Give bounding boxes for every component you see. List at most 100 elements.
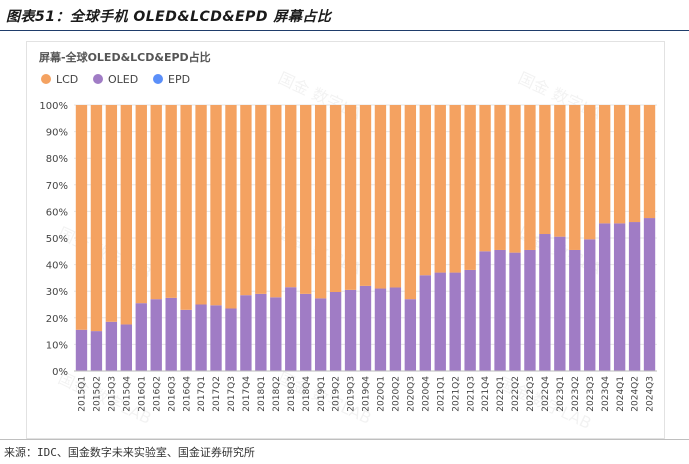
- x-tick-label: 2016Q4: [182, 376, 192, 412]
- bar-lcd: [449, 105, 461, 273]
- y-tick-label: 50%: [46, 234, 68, 245]
- x-tick-label: 2019Q1: [317, 376, 327, 412]
- bar-oled: [359, 285, 372, 371]
- bar-oled: [195, 304, 207, 371]
- bar-oled: [643, 218, 656, 371]
- bar-lcd: [479, 105, 491, 252]
- bar-oled: [165, 297, 177, 371]
- bar-lcd: [464, 105, 476, 270]
- bar-oled: [240, 295, 252, 371]
- x-tick-label: 2022Q4: [541, 376, 551, 412]
- x-tick-label: 2024Q1: [616, 376, 626, 412]
- bar-oled: [479, 251, 491, 371]
- legend-label-oled: OLED: [108, 73, 138, 86]
- x-tick-label: 2019Q4: [362, 376, 372, 412]
- x-tick-label: 2023Q2: [571, 376, 581, 412]
- bar-lcd: [120, 105, 133, 325]
- bar-oled: [449, 272, 461, 371]
- y-tick-label: 10%: [46, 340, 68, 351]
- x-tick-label: 2016Q3: [167, 376, 177, 412]
- x-tick-label: 2021Q2: [451, 376, 461, 412]
- x-tick-label: 2023Q3: [586, 376, 596, 412]
- bar-lcd: [554, 105, 566, 237]
- legend-marker-oled: [93, 74, 103, 84]
- bar-oled: [569, 249, 581, 371]
- x-tick-label: 2016Q2: [152, 376, 162, 412]
- bar-oled: [90, 331, 103, 371]
- bar-oled: [225, 308, 237, 371]
- bar-lcd: [494, 105, 506, 250]
- bar-lcd: [180, 105, 192, 310]
- bar-oled: [210, 305, 222, 371]
- bar-lcd: [419, 105, 431, 276]
- bar-lcd: [598, 105, 611, 224]
- bar-lcd: [569, 105, 581, 250]
- legend-label-lcd: LCD: [56, 73, 78, 86]
- bar-lcd: [135, 105, 147, 304]
- bar-lcd: [359, 105, 372, 286]
- bar-lcd: [150, 105, 162, 300]
- bar-lcd: [285, 105, 297, 288]
- bar-lcd: [434, 105, 446, 273]
- bar-oled: [255, 293, 267, 371]
- x-tick-label: 2019Q2: [332, 376, 342, 412]
- x-tick-label: 2022Q3: [526, 376, 536, 412]
- x-tick-label: 2020Q1: [377, 376, 387, 412]
- bar-oled: [554, 236, 566, 371]
- bottom-rule: [0, 439, 689, 440]
- x-tick-label: 2023Q4: [601, 376, 611, 412]
- y-tick-label: 70%: [46, 181, 68, 192]
- x-tick-label: 2015Q2: [93, 376, 103, 412]
- bar-oled: [150, 299, 162, 371]
- bar-oled: [285, 287, 297, 371]
- bar-lcd: [195, 105, 207, 305]
- x-tick-label: 2022Q1: [496, 376, 506, 412]
- x-tick-label: 2021Q3: [466, 376, 476, 412]
- x-tick-label: 2024Q2: [631, 376, 641, 412]
- x-axis: 2015Q1 2015Q2 2015Q3 2015Q4 2016Q1 2016Q2 2016…: [74, 370, 657, 412]
- y-tick-label: 0%: [52, 367, 68, 378]
- y-tick-label: 80%: [46, 154, 68, 165]
- bar-lcd: [105, 105, 118, 322]
- x-tick-label: 2017Q1: [197, 376, 207, 412]
- bar-oled: [344, 289, 357, 371]
- bar-oled: [584, 239, 596, 371]
- bar-oled: [464, 269, 476, 371]
- bar-oled: [135, 303, 147, 371]
- x-tick-label: 2015Q3: [108, 376, 118, 412]
- bar-oled: [524, 249, 536, 371]
- bar-oled: [419, 275, 431, 371]
- bar-oled: [628, 222, 641, 371]
- y-tick-label: 20%: [46, 314, 68, 325]
- bar-lcd: [389, 105, 402, 288]
- bar-oled: [374, 288, 387, 371]
- figure-title: 图表51：全球手机 OLED&LCD&EPD 屏幕占比: [6, 9, 332, 25]
- x-tick-label: 2017Q4: [242, 376, 252, 412]
- bars: [75, 105, 656, 371]
- x-tick-label: 2022Q2: [511, 376, 521, 412]
- chart-container: 屏幕-全球OLED&LCD&EPD占比 LCD OLED EPD 国金 数字LAB 国…: [26, 41, 665, 439]
- bar-lcd: [344, 105, 357, 290]
- bar-oled: [598, 223, 611, 371]
- x-tick-label: 2020Q2: [392, 376, 402, 412]
- bar-oled: [300, 293, 312, 371]
- x-tick-label: 2017Q2: [212, 376, 222, 412]
- bar-lcd: [225, 105, 237, 309]
- bar-lcd: [404, 105, 417, 300]
- x-tick-label: 2019Q3: [347, 376, 357, 412]
- bar-lcd: [90, 105, 103, 332]
- x-tick-label: 2015Q4: [122, 376, 132, 412]
- x-tick-label: 2023Q1: [556, 376, 566, 412]
- source-note: 来源：IDC、国金数字未来实验室、国金证券研究所: [4, 446, 255, 459]
- bar-lcd: [628, 105, 641, 223]
- x-tick-label: 2018Q2: [272, 376, 282, 412]
- legend: LCD OLED EPD: [41, 73, 190, 86]
- bar-lcd: [255, 105, 267, 294]
- bar-lcd: [329, 105, 342, 292]
- x-tick-label: 2021Q4: [481, 376, 491, 412]
- bar-lcd: [165, 105, 177, 298]
- bar-lcd: [643, 105, 656, 219]
- bar-lcd: [300, 105, 312, 294]
- bar-lcd: [374, 105, 387, 289]
- x-tick-label: 2018Q1: [257, 376, 267, 412]
